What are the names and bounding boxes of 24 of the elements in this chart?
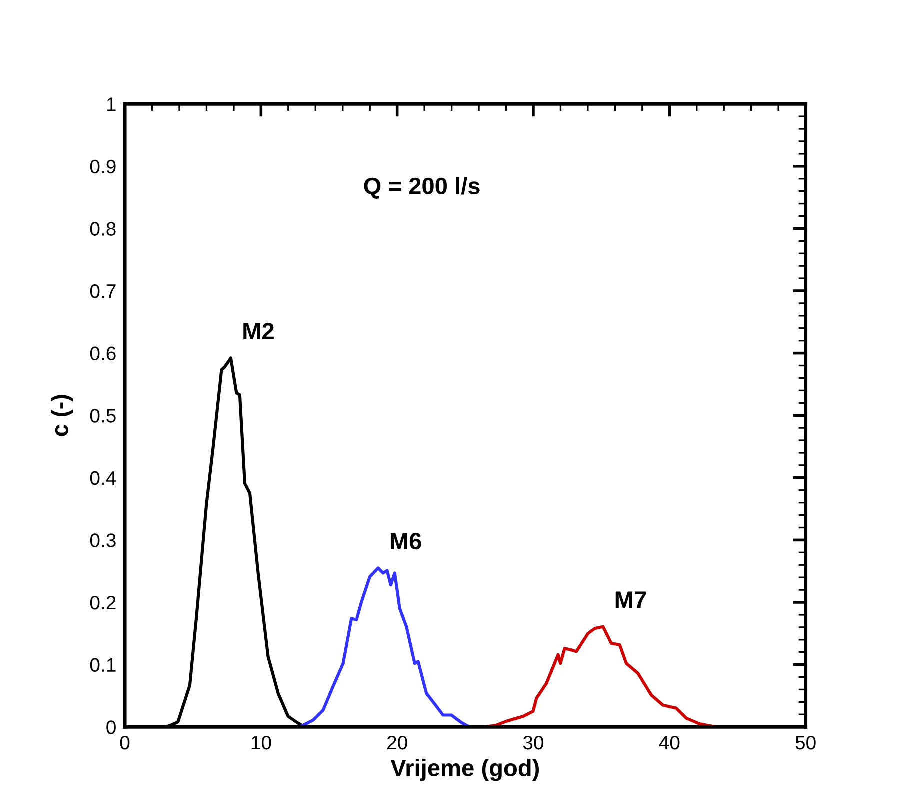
y-tick-label: 0.7: [90, 284, 116, 298]
annotation: M2: [244, 323, 274, 340]
annotation: Q = 200 l/s: [364, 177, 480, 199]
x-tick-label: 40: [659, 736, 680, 750]
line-series: [298, 566, 472, 728]
y-tick-label: 0.1: [90, 658, 116, 672]
annotation: M7: [616, 592, 646, 608]
y-tick-label: 0.2: [90, 596, 116, 610]
x-tick-label: 30: [523, 736, 544, 750]
x-axis-title: Vrijeme (god): [390, 759, 540, 782]
y-tick-label: 0: [106, 720, 116, 734]
x-tick-label: 50: [796, 736, 816, 750]
y-tick-label: 0.6: [90, 346, 116, 361]
y-axis-title: c (-): [50, 395, 73, 436]
annotation: M6: [390, 532, 422, 550]
y-tick-label: 0.4: [90, 471, 116, 486]
x-tick-label: 0: [120, 736, 130, 750]
y-tick-label: 0.3: [90, 534, 116, 548]
x-tick-label: 10: [252, 736, 272, 750]
x-tick-label: 20: [388, 736, 408, 750]
y-tick-label: 0.5: [90, 409, 116, 423]
y-tick-label: 0.9: [90, 160, 116, 174]
y-tick-label: 1: [107, 98, 116, 112]
y-tick-label: 0.8: [90, 222, 116, 236]
